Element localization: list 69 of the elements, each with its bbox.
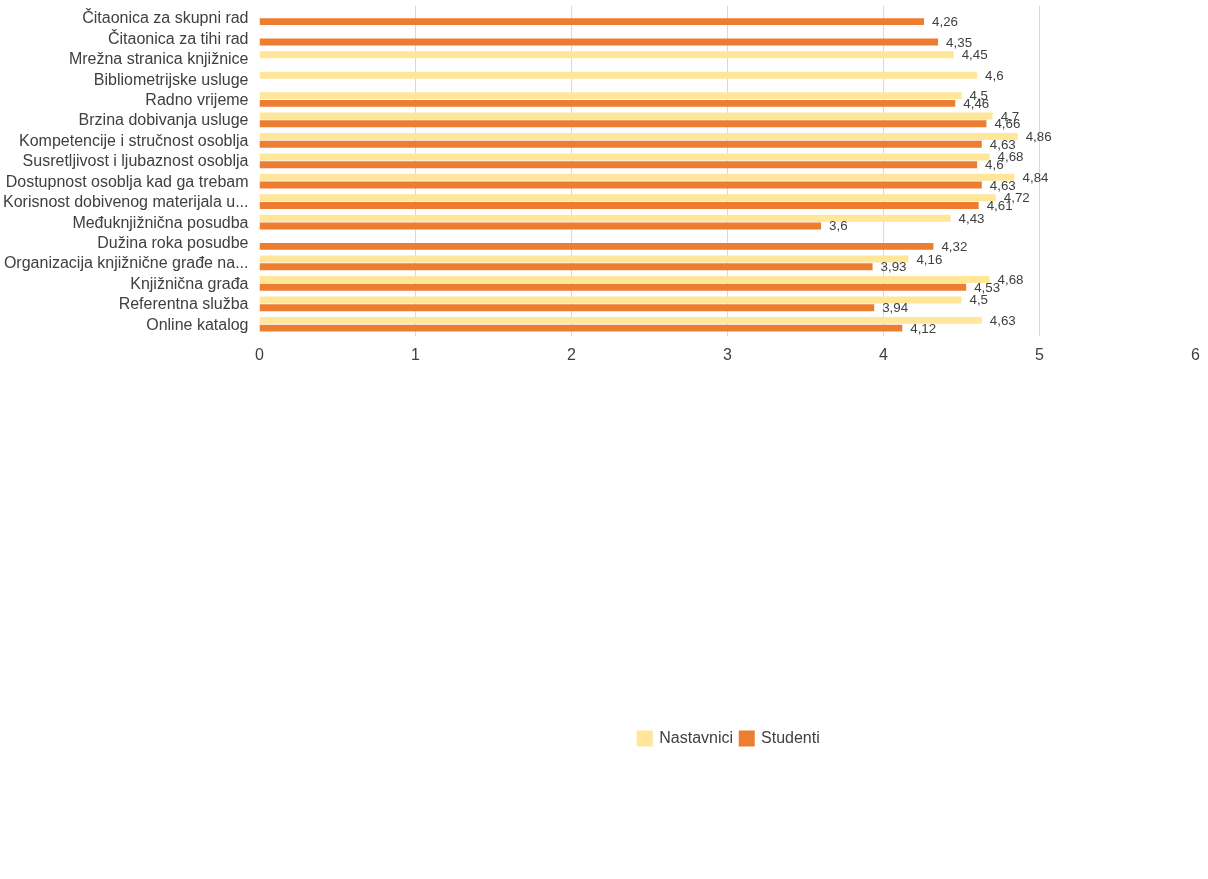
bar [259,71,978,79]
y-tick-label: Brzina dobivanja usluge [78,111,249,129]
data-label: 4,6 [985,67,1004,83]
data-label: 4,63 [989,136,1016,152]
bar [259,18,925,26]
bar [259,276,990,283]
x-tick-label: 1 [411,345,421,363]
y-tick-label: Čitaonica za skupni rad [82,8,249,27]
bar [259,153,990,161]
data-label: 4,5 [969,292,989,308]
bar [259,296,962,304]
data-label: 4,32 [941,238,968,254]
y-tick-label: Dostupnost osoblja kad ga trebam [5,172,249,190]
y-tick-label: Organizacija knjižnične građe na... [3,254,249,272]
data-label: 4,35 [946,34,973,50]
x-tick-label: 4 [879,345,889,363]
bar [259,202,979,209]
data-label: 3,6 [829,218,848,234]
bar [259,263,873,271]
y-tick-label: Kompetencije i stručnost osoblja [19,131,249,149]
y-tick-label: Mrežna stranica knjižnice [68,50,249,68]
legend-label: Studenti [761,729,820,747]
bar [259,181,982,189]
bar [259,316,982,324]
bar [259,255,909,263]
data-label: 3,93 [880,259,907,275]
bar [259,242,934,250]
x-tick-label: 0 [255,345,265,363]
bar [259,222,822,230]
data-label: 4,86 [1025,128,1052,144]
data-label: 4,63 [989,312,1016,328]
x-tick-label: 3 [723,345,733,363]
bar [259,51,954,59]
y-tick-label: Radno vrijeme [145,90,249,108]
bar [259,38,939,46]
bar [259,140,982,148]
data-label: 4,63 [989,177,1016,193]
y-tick-label: Bibliometrijske usluge [93,70,249,88]
y-tick-label: Online katalog [146,315,249,333]
bar [259,112,993,120]
bar [259,99,956,107]
x-tick-label: 6 [1191,345,1201,363]
bar [259,173,1015,181]
y-tick-label: Knjižnična građa [130,274,249,292]
x-tick-label: 2 [567,345,577,363]
data-label: 3,94 [882,300,909,316]
data-label: 4,16 [916,251,943,267]
bar [259,161,978,169]
y-tick-label: Susretljivost i ljubaznost osoblja [22,152,249,170]
bar [259,283,967,291]
bar [259,120,987,128]
bar [259,92,962,100]
data-label: 4,43 [958,210,985,226]
y-tick-label: Referentna služba [118,295,249,313]
bar [259,214,951,222]
bar [259,133,1018,140]
y-tick-label: Čitaonica za tihi rad [107,28,249,47]
legend-label: Nastavnici [659,729,734,747]
y-tick-label: Korisnost dobivenog materijala u... [3,193,249,211]
x-tick-label: 5 [1035,345,1045,363]
data-label: 4,26 [932,14,959,30]
bar [259,304,875,312]
data-label: 4,45 [961,47,988,63]
data-label: 4,84 [1022,169,1050,185]
y-tick-label: Dužina roka posudbe [97,234,249,252]
bar [259,324,903,332]
data-label: 4,12 [910,320,937,336]
y-tick-label: Međuknjižnična posudba [72,213,249,231]
bar [259,194,996,202]
